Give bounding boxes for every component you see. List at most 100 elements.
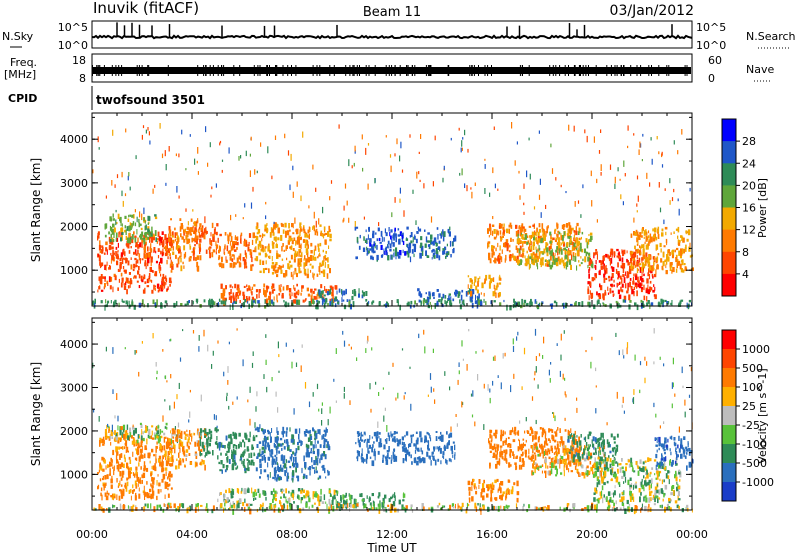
heatmap-cell [418,299,421,303]
heatmap-cell [579,456,581,461]
heatmap-cell [162,464,164,469]
heatmap-cell [598,450,600,457]
heatmap-cell [172,246,174,251]
heatmap-cell [411,461,413,465]
heatmap-cell [545,472,547,478]
heatmap-cell [317,429,320,434]
heatmap-cell [501,249,503,254]
heatmap-cell [270,299,273,304]
heatmap-cell [191,433,193,439]
heatmap-cell [399,231,403,236]
heatmap-cell [149,236,151,243]
heatmap-cell [499,495,501,500]
heatmap-cell [551,447,553,453]
heatmap-cell [245,296,248,300]
heatmap-cell [267,462,269,468]
heatmap-cell [543,248,546,254]
heatmap-cell [320,454,323,460]
heatmap-cell [220,492,222,495]
heatmap-scatter-cell [399,198,401,203]
heatmap-cell [551,262,554,268]
heatmap-cell [549,462,551,466]
heatmap-scatter-cell [516,141,518,145]
heatmap-cell [680,268,683,273]
heatmap-cell [199,441,202,447]
heatmap-cell [129,222,132,228]
heatmap-cell [273,225,275,230]
heatmap-cell [266,286,270,289]
heatmap-cell [588,295,590,301]
heatmap-cell [390,235,392,240]
heatmap-cell [580,256,582,259]
heatmap-cell [163,432,166,436]
heatmap-cell [578,237,581,241]
heatmap-cell [312,226,314,230]
heatmap-scatter-cell [591,200,593,207]
heatmap-cell [386,301,388,305]
heatmap-cell [261,446,265,450]
heatmap-cell [573,242,576,248]
heatmap-cell [662,261,665,267]
heatmap-cell [224,252,226,256]
heatmap-cell [631,251,634,255]
heatmap-cell [500,450,504,455]
heatmap-cell [293,237,296,241]
heatmap-cell [175,254,177,259]
heatmap-scatter-cell [98,147,100,150]
heatmap-cell [585,238,588,243]
heatmap-cell [674,249,676,253]
heatmap-cell [554,229,556,235]
heatmap-cell [596,254,598,260]
heatmap-cell [245,437,247,440]
heatmap-cell [507,479,510,483]
heatmap-cell [282,243,284,247]
heatmap-cell [100,487,103,492]
heatmap-cell [495,429,498,435]
heatmap-cell [461,289,464,293]
heatmap-cell [187,438,190,443]
heatmap-cell [636,260,638,265]
heatmap-cell [147,228,150,234]
heatmap-cell [613,441,616,444]
heatmap-cell [581,301,584,307]
heatmap-cell [544,457,547,463]
heatmap-cell [456,290,458,295]
heatmap-cell [353,498,356,505]
heatmap-cell [178,464,180,469]
heatmap-cell [517,259,519,265]
heatmap-cell [126,289,128,295]
heatmap-cell [300,497,303,501]
heatmap-cell [523,237,526,241]
heatmap-cell [322,234,325,239]
heatmap-cell [303,455,305,462]
heatmap-cell [381,502,383,508]
heatmap-cell [386,450,390,453]
heatmap-cell [554,255,556,259]
heatmap-cell [628,269,632,275]
heatmap-cell [546,250,549,257]
heatmap-cell [144,287,146,294]
heatmap-scatter-cell [242,217,244,220]
heatmap-cell [271,256,273,262]
heatmap-cell [180,251,182,258]
heatmap-cell [283,273,286,278]
heatmap-cell [112,286,114,293]
heatmap-cell [305,298,307,301]
heatmap-cell [648,241,650,246]
heatmap-cell [259,453,262,457]
heatmap-cell [276,294,278,301]
heatmap-cell [285,230,288,235]
heatmap-cell [368,227,370,230]
heatmap-cell [109,216,112,222]
heatmap-cell [217,302,219,307]
heatmap-cell [502,456,504,460]
heatmap-cell [273,236,276,241]
heatmap-cell [273,488,275,493]
heatmap-cell [382,500,384,506]
heatmap-cell [323,439,325,443]
heatmap-cell [549,303,552,306]
heatmap-cell [537,238,540,243]
heatmap-cell [619,499,622,503]
heatmap-cell [536,467,539,470]
heatmap-cell [273,443,275,447]
